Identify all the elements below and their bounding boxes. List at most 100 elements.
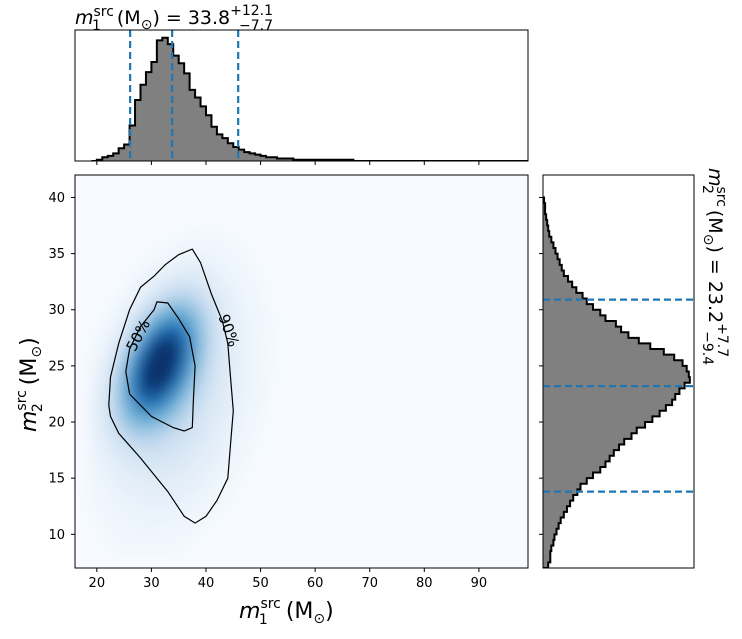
density-cell (216, 511, 223, 519)
density-cell (227, 422, 234, 429)
density-cell (102, 433, 109, 440)
density-cell (135, 388, 142, 395)
density-cell (173, 332, 180, 339)
density-cell (260, 371, 267, 378)
density-cell (113, 450, 120, 457)
density-cell (216, 270, 223, 277)
x-tick-label: 70 (361, 576, 378, 591)
density-cell (227, 298, 234, 305)
density-cell (271, 332, 278, 339)
density-cell (151, 539, 158, 547)
density-cell (211, 466, 218, 474)
density-cell (178, 343, 185, 350)
density-cell (85, 377, 92, 384)
density-cell (156, 427, 163, 434)
density-cell (205, 360, 213, 367)
density-cell (151, 276, 158, 283)
density-cell (107, 466, 114, 474)
density-cell (200, 433, 207, 440)
top-hist-bar (195, 97, 201, 161)
density-cell (107, 365, 114, 373)
density-cell (211, 399, 218, 406)
density-cell (85, 405, 92, 412)
density-cell (200, 444, 207, 451)
density-cell (205, 332, 213, 339)
density-cell (113, 461, 120, 468)
density-cell (167, 377, 174, 384)
density-cell (156, 242, 163, 249)
right-hist-bar (543, 349, 664, 355)
density-cell (233, 416, 240, 423)
density-cell (124, 478, 131, 485)
density-cell (211, 377, 218, 384)
density-cell (85, 455, 92, 462)
density-cell (211, 231, 218, 238)
density-cell (222, 483, 229, 490)
density-cell (102, 450, 109, 457)
density-cell (184, 489, 191, 496)
density-cell (167, 506, 174, 513)
density-cell (156, 534, 163, 541)
density-cell (167, 253, 174, 260)
top-histogram (91, 36, 528, 161)
density-cell (113, 377, 120, 384)
density-cell (113, 551, 120, 558)
density-cell (205, 298, 213, 305)
density-cell (107, 483, 114, 490)
density-cell (205, 405, 213, 412)
density-cell (173, 242, 180, 249)
density-cell (162, 523, 169, 530)
density-cell (195, 343, 202, 350)
density-cell (233, 365, 240, 373)
density-cell (85, 393, 92, 401)
density-cell (233, 326, 240, 333)
density-cell (205, 388, 213, 395)
density-cell (151, 450, 158, 457)
density-cell (222, 281, 229, 288)
density-cell (227, 332, 234, 339)
x-tick-label: 80 (416, 576, 433, 591)
density-cell (124, 365, 131, 373)
density-cell (238, 332, 245, 339)
top-hist-bar (222, 138, 229, 161)
density-cell (184, 495, 191, 502)
density-cell (271, 354, 278, 361)
density-cell (113, 332, 120, 339)
density-cell (85, 360, 92, 367)
density-cell (173, 377, 180, 384)
density-cell (266, 332, 273, 339)
density-cell (156, 247, 163, 255)
density-cell (189, 281, 196, 288)
density-cell (151, 444, 158, 451)
density-cell (129, 315, 136, 322)
density-cell (113, 523, 120, 530)
density-cell (167, 427, 174, 434)
density-cell (124, 472, 131, 479)
density-cell (200, 225, 207, 232)
density-cell (85, 410, 92, 418)
density-cell (140, 337, 147, 345)
density-cell (211, 326, 218, 333)
density-cell (205, 253, 213, 260)
density-cell (200, 247, 207, 255)
density-cell (162, 287, 169, 294)
right-hist-bar (543, 292, 583, 299)
density-cell (135, 444, 142, 451)
density-cell (140, 472, 147, 479)
density-cell (124, 287, 131, 294)
density-cell (205, 410, 213, 418)
density-cell (118, 472, 125, 479)
density-cell (102, 506, 109, 513)
density-cell (118, 287, 125, 294)
density-cell (244, 444, 251, 451)
density-cell (195, 534, 202, 541)
density-cell (140, 416, 147, 423)
density-cell (205, 393, 213, 401)
density-cell (151, 315, 158, 322)
density-cell (189, 231, 196, 238)
density-cell (85, 461, 92, 468)
density-cell (162, 495, 169, 502)
density-cell (244, 354, 251, 361)
density-cell (85, 483, 92, 490)
density-cell (162, 343, 169, 350)
